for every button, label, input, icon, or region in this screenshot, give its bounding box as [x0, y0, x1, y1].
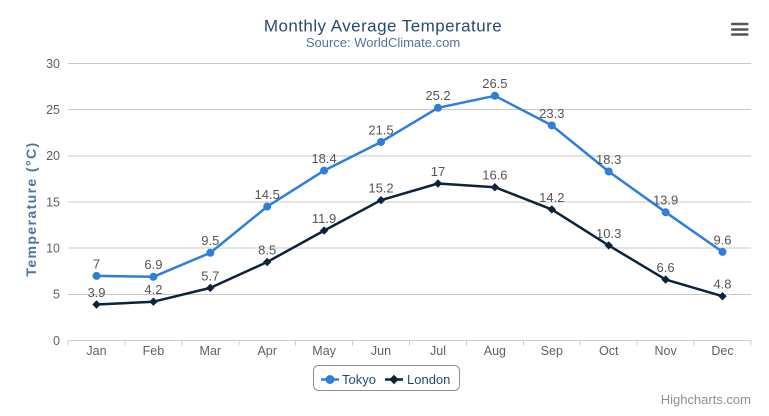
svg-text:9.5: 9.5 [201, 233, 219, 248]
svg-text:25.2: 25.2 [425, 88, 450, 103]
svg-text:13.9: 13.9 [653, 193, 678, 208]
svg-text:18.4: 18.4 [311, 151, 336, 166]
svg-text:Source: WorldClimate.com: Source: WorldClimate.com [306, 35, 460, 50]
svg-text:30: 30 [46, 57, 60, 71]
svg-text:Jun: Jun [371, 344, 391, 358]
svg-text:Tokyo: Tokyo [342, 372, 376, 387]
svg-text:3.9: 3.9 [87, 285, 105, 300]
svg-text:18.3: 18.3 [596, 152, 621, 167]
svg-text:23.3: 23.3 [539, 106, 564, 121]
svg-text:26.5: 26.5 [482, 76, 507, 91]
svg-text:Highcharts.com: Highcharts.com [661, 392, 751, 407]
svg-text:May: May [312, 344, 336, 358]
svg-text:5: 5 [53, 288, 60, 302]
svg-text:6.6: 6.6 [657, 260, 675, 275]
svg-text:Feb: Feb [143, 344, 165, 358]
svg-text:8.5: 8.5 [258, 242, 276, 257]
svg-text:Jan: Jan [86, 344, 106, 358]
svg-text:Mar: Mar [200, 344, 222, 358]
svg-text:14.2: 14.2 [539, 190, 564, 205]
svg-text:Aug: Aug [484, 344, 506, 358]
svg-text:25: 25 [46, 103, 60, 117]
svg-text:4.2: 4.2 [144, 282, 162, 297]
svg-text:Nov: Nov [654, 344, 677, 358]
svg-text:4.8: 4.8 [713, 277, 731, 292]
svg-text:Monthly Average Temperature: Monthly Average Temperature [264, 17, 502, 36]
svg-text:Jul: Jul [430, 344, 446, 358]
svg-text:Apr: Apr [257, 344, 276, 358]
svg-text:10: 10 [46, 242, 60, 256]
svg-text:Dec: Dec [711, 344, 733, 358]
svg-text:20: 20 [46, 149, 60, 163]
svg-text:Oct: Oct [599, 344, 619, 358]
svg-text:14.5: 14.5 [255, 187, 280, 202]
svg-text:10.3: 10.3 [596, 226, 621, 241]
svg-text:0: 0 [53, 334, 60, 348]
svg-text:Sep: Sep [541, 344, 563, 358]
svg-text:9.6: 9.6 [713, 232, 731, 247]
svg-text:11.9: 11.9 [312, 211, 336, 226]
svg-text:15.2: 15.2 [368, 181, 393, 196]
svg-text:Temperature (°C): Temperature (°C) [23, 141, 39, 276]
svg-text:6.9: 6.9 [144, 257, 162, 272]
svg-text:London: London [407, 372, 450, 387]
svg-text:7: 7 [93, 256, 100, 271]
svg-text:17: 17 [431, 164, 445, 179]
svg-text:15: 15 [46, 195, 60, 209]
svg-text:21.5: 21.5 [368, 122, 393, 137]
svg-text:5.7: 5.7 [201, 268, 219, 283]
svg-text:16.6: 16.6 [482, 168, 507, 183]
